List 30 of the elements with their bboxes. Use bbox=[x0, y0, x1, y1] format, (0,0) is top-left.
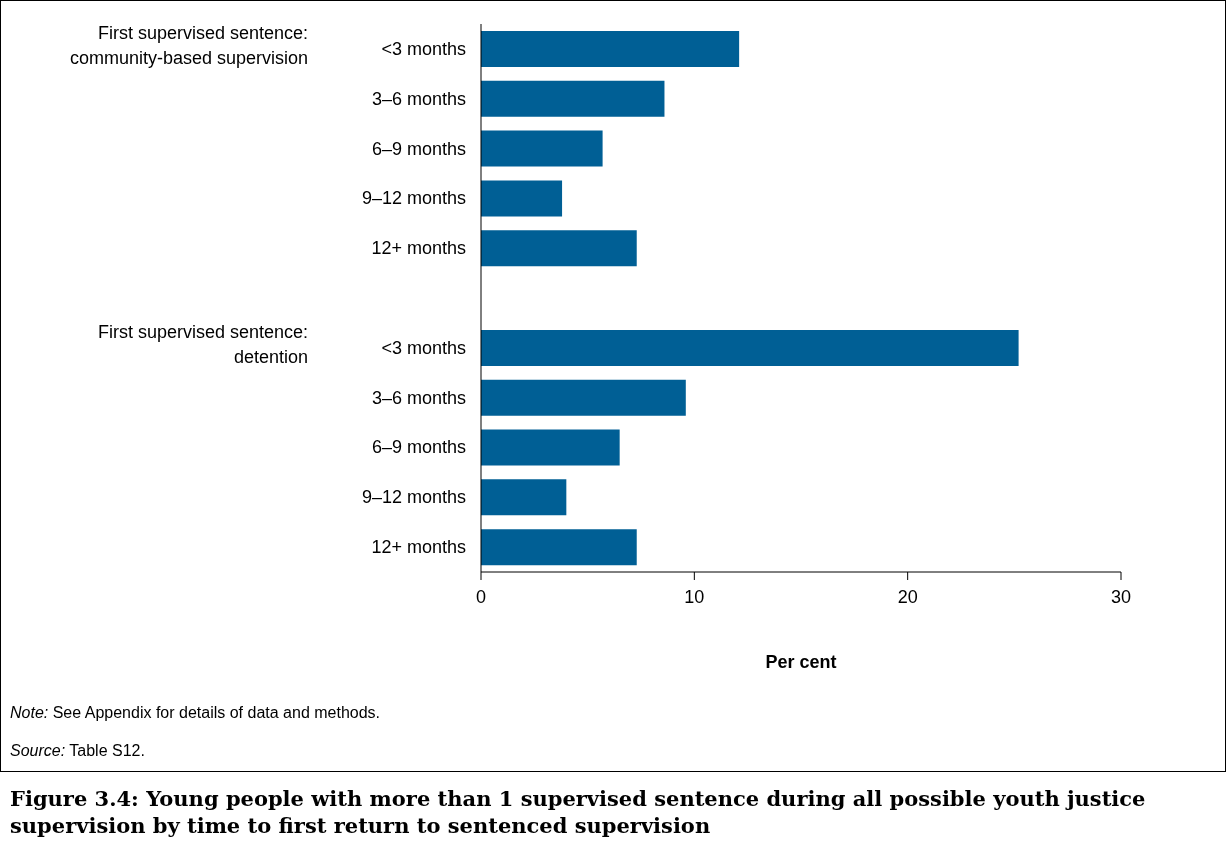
y-tick-label: 3–6 months bbox=[371, 387, 466, 408]
bar bbox=[481, 479, 567, 516]
bar bbox=[481, 130, 603, 167]
x-tick-label: 0 bbox=[475, 586, 487, 607]
y-tick-label: 9–12 months bbox=[361, 188, 466, 209]
y-tick-label: 3–6 months bbox=[371, 88, 466, 109]
y-tick-label: <3 months bbox=[381, 337, 466, 358]
text: First supervised sentence: detention bbox=[97, 321, 308, 367]
y-tick-label: 12+ months bbox=[371, 238, 466, 259]
x-tick-label: 30 bbox=[1110, 586, 1132, 607]
text: Note: See Appendix for details of data and methods. bbox=[10, 704, 381, 722]
y-tick-label: 6–9 months bbox=[371, 138, 466, 159]
source-note: Source: Table S12. bbox=[10, 742, 145, 760]
x-tick-label: 20 bbox=[897, 586, 918, 607]
bar bbox=[481, 379, 686, 416]
bar bbox=[481, 529, 637, 566]
bar bbox=[481, 180, 563, 217]
bar bbox=[481, 429, 620, 466]
bar bbox=[481, 230, 637, 267]
bar bbox=[481, 80, 665, 117]
bar bbox=[481, 329, 1019, 366]
y-tick-label: <3 months bbox=[381, 38, 466, 59]
y-tick-label: 6–9 months bbox=[371, 437, 466, 458]
y-tick-label: 12+ months bbox=[371, 537, 466, 558]
text: First supervised sentence: community-based supervision bbox=[69, 22, 308, 68]
text: Figure 3.4: Young people with more than 1 supervised sentence during all possible youth justice supervision by time to first return to sentenced supervision bbox=[10, 785, 1147, 839]
bar bbox=[481, 30, 740, 67]
x-tick-label: 10 bbox=[684, 586, 705, 607]
x-axis-title: Per cent bbox=[765, 652, 837, 672]
y-tick-label: 9–12 months bbox=[361, 487, 466, 508]
